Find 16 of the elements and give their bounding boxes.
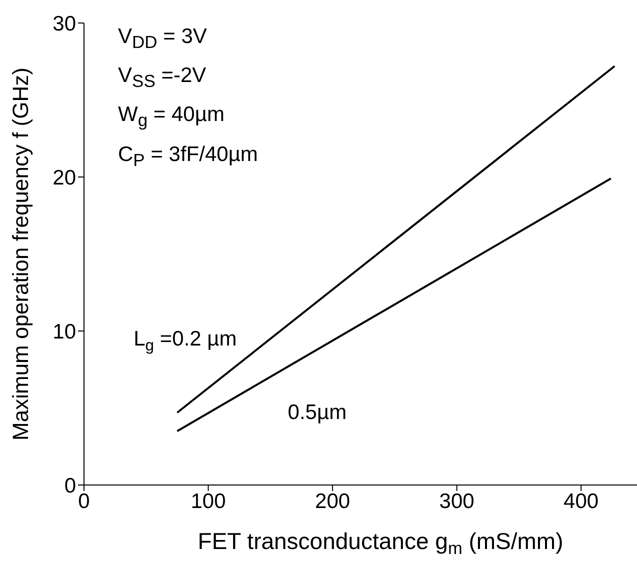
y-tick-label: 20 [52, 166, 76, 190]
y-tick-label: 10 [52, 320, 76, 344]
x-tick-label: 400 [564, 490, 599, 513]
y-tick-label: 0 [64, 474, 76, 498]
y-axis-title: Maximum operation frequency f (GHz) [8, 68, 33, 440]
x-tick-label: 300 [439, 490, 474, 513]
annotation: C$_{P}$ = 3fF/40µm [118, 142, 258, 172]
x-axis-title: FET transconductance g$_{m}$ (mS/mm) [198, 528, 564, 558]
x-tick-label: 100 [190, 490, 226, 513]
series-label: 0.5µm [288, 401, 347, 424]
x-tick-label: 200 [315, 490, 350, 513]
annotation: W$_{g}$ = 40µm [118, 102, 226, 133]
annotation: V$_{DD}$ = 3V [118, 24, 208, 54]
series-label: L$_{g}$ =0.2 µm [134, 328, 237, 354]
y-tick-label: 30 [52, 12, 76, 36]
annotation: V$_{SS}$ =-2V [118, 63, 208, 94]
